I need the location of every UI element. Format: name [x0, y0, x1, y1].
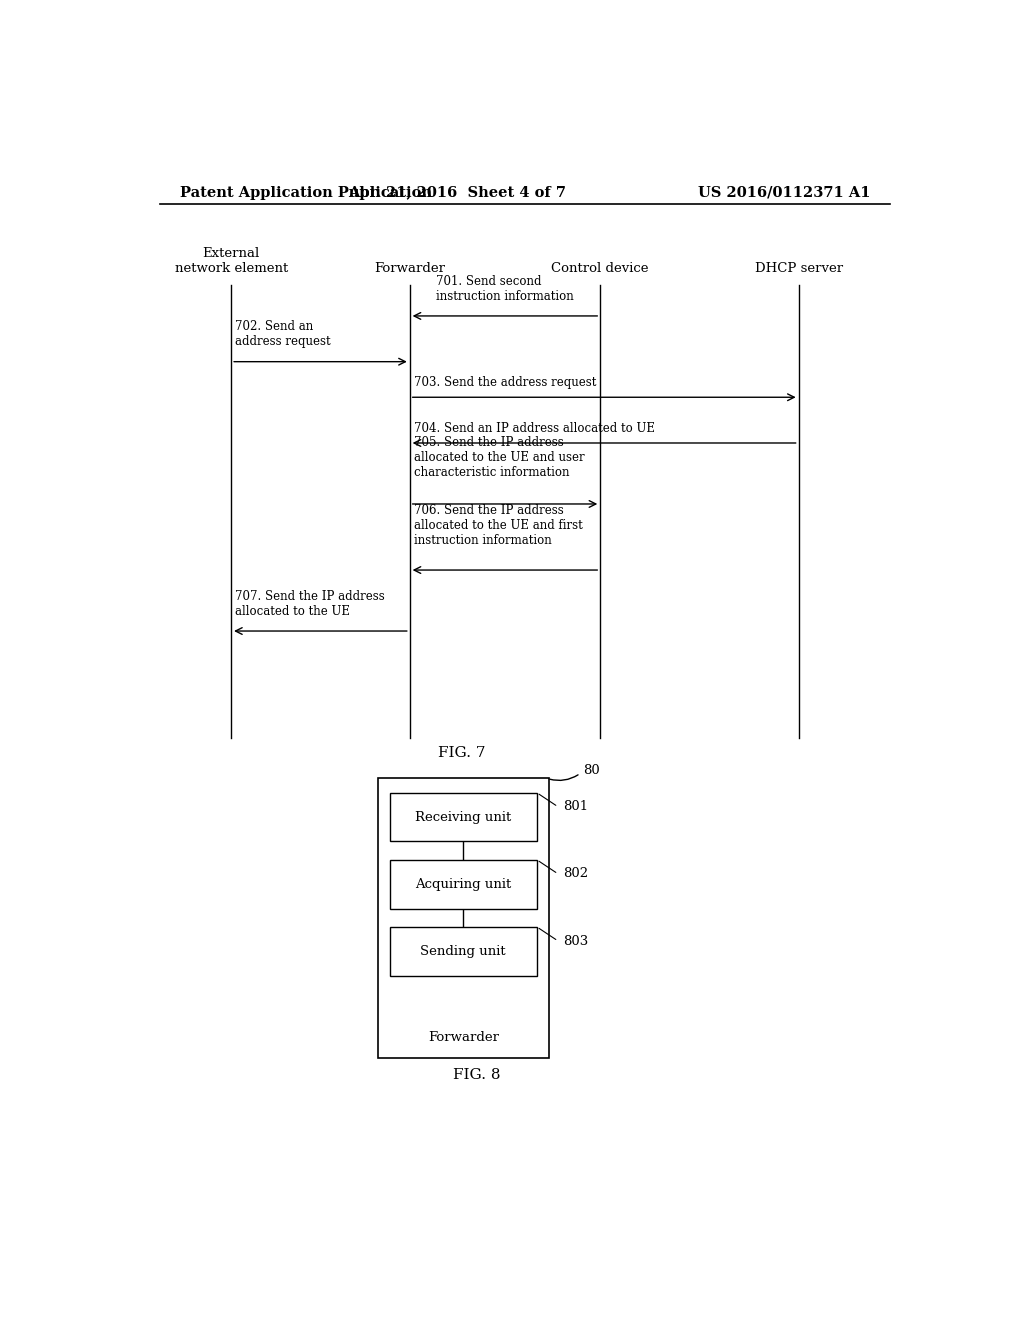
Text: 707. Send the IP address
allocated to the UE: 707. Send the IP address allocated to th…	[236, 590, 385, 618]
Text: 80: 80	[583, 764, 599, 776]
Text: Acquiring unit: Acquiring unit	[415, 878, 511, 891]
Text: Apr. 21, 2016  Sheet 4 of 7: Apr. 21, 2016 Sheet 4 of 7	[348, 186, 566, 199]
Text: US 2016/0112371 A1: US 2016/0112371 A1	[697, 186, 870, 199]
Text: FIG. 7: FIG. 7	[437, 746, 485, 760]
Text: Forwarder: Forwarder	[428, 1031, 499, 1044]
Text: Forwarder: Forwarder	[374, 263, 445, 276]
Text: Sending unit: Sending unit	[421, 945, 506, 958]
Bar	[390, 927, 537, 975]
Text: 802: 802	[563, 867, 588, 880]
Bar	[390, 859, 537, 908]
Text: 803: 803	[563, 935, 588, 948]
Bar	[378, 779, 549, 1057]
Text: 701. Send second
instruction information: 701. Send second instruction information	[436, 275, 573, 302]
Text: 706. Send the IP address
allocated to the UE and first
instruction information: 706. Send the IP address allocated to th…	[414, 504, 583, 546]
Text: Receiving unit: Receiving unit	[415, 810, 511, 824]
Text: DHCP server: DHCP server	[755, 263, 843, 276]
Text: 801: 801	[563, 800, 588, 813]
Text: 702. Send an
address request: 702. Send an address request	[236, 321, 331, 348]
Text: FIG. 8: FIG. 8	[454, 1068, 501, 1082]
Text: 704. Send an IP address allocated to UE: 704. Send an IP address allocated to UE	[414, 422, 654, 434]
Text: Control device: Control device	[552, 263, 649, 276]
Text: External
network element: External network element	[174, 247, 288, 276]
Text: 705. Send the IP address
allocated to the UE and user
characteristic information: 705. Send the IP address allocated to th…	[414, 436, 585, 479]
Bar	[390, 792, 537, 841]
Text: 703. Send the address request: 703. Send the address request	[414, 376, 596, 389]
Text: Patent Application Publication: Patent Application Publication	[179, 186, 431, 199]
